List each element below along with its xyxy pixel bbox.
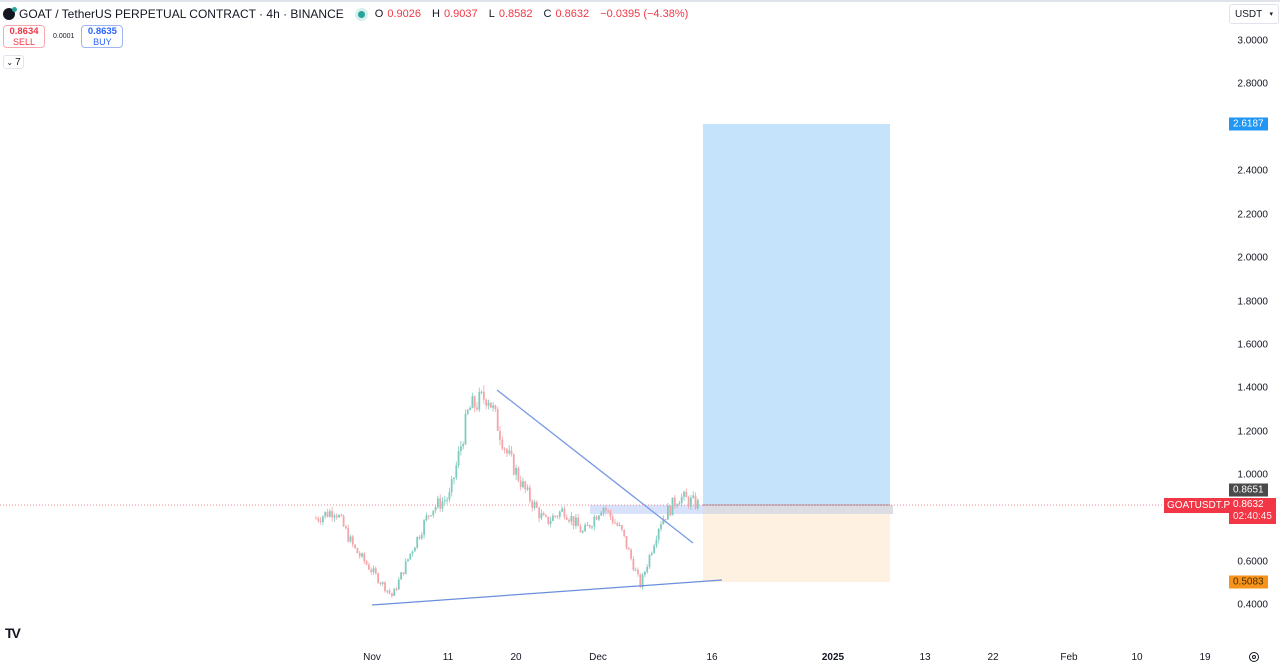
current-price-value: 0.8632: [1233, 499, 1264, 510]
logo-text: TV: [5, 625, 21, 641]
y-tick: 1.8000: [1237, 296, 1268, 308]
y-tick: 2.4000: [1237, 165, 1268, 177]
chart-settings-icon[interactable]: [1249, 652, 1259, 662]
resistance-zone[interactable]: [590, 505, 703, 514]
y-tick: 1.6000: [1237, 339, 1268, 351]
change-value: −0.0395 (−4.38%): [600, 8, 689, 20]
x-tick: 11: [442, 652, 454, 663]
sell-label: SELL: [12, 36, 36, 47]
sell-price: 0.8634: [9, 25, 39, 37]
low-label: L: [488, 8, 495, 20]
symbol-logo-icon: [3, 7, 17, 20]
high-value: 0.9037: [443, 8, 478, 20]
stop-zone[interactable]: [703, 514, 890, 582]
x-tick: 22: [987, 652, 999, 663]
x-tick: 19: [1199, 652, 1211, 663]
entry-price-label: 0.8651: [1229, 483, 1268, 497]
y-tick: 1.0000: [1237, 469, 1268, 481]
x-tick: Feb: [1060, 652, 1078, 663]
high-label: H: [432, 8, 440, 20]
descending-trendline[interactable]: [496, 389, 694, 544]
x-tick: 13: [919, 652, 931, 663]
spread-value: 0.0001: [53, 33, 75, 40]
open-label: O: [374, 8, 384, 20]
close-value: 0.8632: [555, 8, 590, 20]
currency-select[interactable]: USDT ▾: [1229, 4, 1279, 24]
buy-price: 0.8635: [87, 25, 117, 37]
x-tick: Dec: [589, 652, 607, 663]
time-axis[interactable]: Nov 11 20 Dec 16 2025 13 22 Feb 10 19: [0, 645, 1280, 665]
trade-panel: 0.8634 SELL 0.0001 0.8635 BUY: [3, 25, 124, 48]
buy-button[interactable]: 0.8635 BUY: [81, 25, 124, 48]
ohlc-values: O 0.9026 H 0.9037 L 0.8582 C 0.8632 −0.0395 …: [375, 8, 693, 20]
y-tick: 2.8000: [1237, 78, 1268, 90]
y-tick: 2.2000: [1237, 209, 1268, 221]
target-price-label: 2.6187: [1229, 117, 1268, 131]
y-tick: 3.0000: [1237, 35, 1268, 47]
y-tick: 0.6000: [1237, 556, 1268, 568]
x-tick: Nov: [363, 652, 381, 663]
buy-label: BUY: [93, 36, 112, 47]
target-zone[interactable]: [703, 124, 890, 505]
x-tick: 16: [706, 652, 718, 663]
stop-price-label: 0.5083: [1229, 575, 1268, 589]
indicators-count: 7: [15, 56, 21, 68]
chevron-down-icon: ⌄: [6, 57, 14, 67]
indicators-toggle-button[interactable]: ⌄ 7: [3, 55, 24, 69]
entry-band: [703, 505, 893, 514]
top-border: [0, 0, 1280, 2]
candlesticks: [315, 385, 699, 598]
price-chart[interactable]: [0, 0, 1222, 640]
x-tick: 2025: [821, 652, 845, 663]
y-tick: 1.2000: [1237, 426, 1268, 438]
symbol-price-label: GOATUSDT.P: [1164, 498, 1234, 513]
x-tick: 10: [1131, 652, 1143, 663]
y-tick: 1.4000: [1237, 382, 1268, 394]
chart-legend: GOAT / TetherUS PERPETUAL CONTRACT · 4h …: [3, 6, 692, 22]
close-label: C: [543, 8, 552, 20]
x-tick: 20: [510, 652, 522, 663]
y-tick: 2.0000: [1237, 252, 1268, 264]
ascending-trendline[interactable]: [371, 579, 723, 606]
caret-down-icon: ▾: [1269, 11, 1273, 18]
y-tick: 0.4000: [1237, 599, 1268, 611]
open-value: 0.9026: [387, 8, 421, 20]
bar-countdown: 02:40:45: [1233, 511, 1272, 522]
symbol-title[interactable]: GOAT / TetherUS PERPETUAL CONTRACT · 4h …: [19, 7, 344, 21]
market-status-icon[interactable]: [357, 10, 365, 18]
currency-value: USDT: [1235, 8, 1263, 20]
low-value: 0.8582: [498, 8, 533, 20]
price-axis[interactable]: 3.0000 2.8000 2.4000 2.2000 2.0000 1.800…: [1222, 0, 1280, 640]
current-price-label: 0.8632 02:40:45: [1229, 498, 1276, 524]
sell-button[interactable]: 0.8634 SELL: [3, 25, 45, 48]
tradingview-logo[interactable]: TV: [5, 625, 21, 641]
